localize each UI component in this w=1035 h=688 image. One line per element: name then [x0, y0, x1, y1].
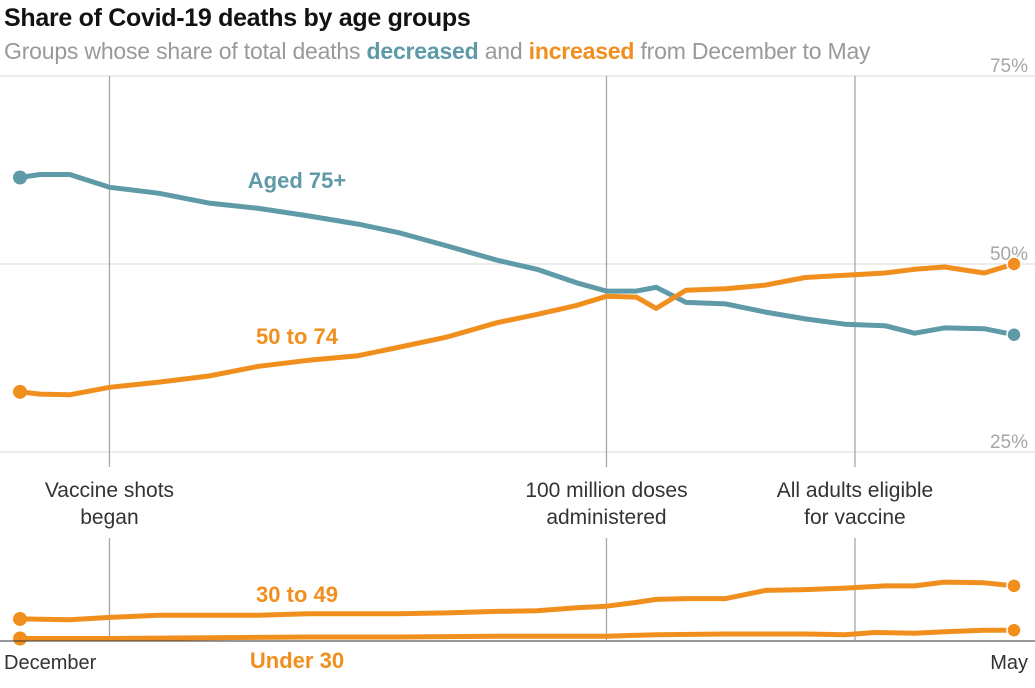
y-tick-label-25: 25%: [990, 432, 1028, 453]
series-end-dot-2: [1006, 578, 1022, 594]
annotation-label-2-0: All adults eligible: [777, 479, 933, 502]
series-start-dot-2: [13, 611, 27, 626]
annotation-label-1-0: 100 million doses: [525, 479, 687, 502]
subtitle-suffix: from December to May: [634, 38, 871, 64]
series-end-dot-1: [1006, 256, 1022, 272]
x-tick-label-0: December: [4, 652, 97, 674]
y-tick-label-75: 75%: [990, 56, 1028, 77]
series-end-dot-3: [1006, 622, 1022, 638]
annotation-label-2-1: for vaccine: [804, 506, 906, 529]
series-start-dot-0: [13, 170, 27, 185]
series-label-1: 50 to 74: [256, 324, 339, 349]
chart-subtitle: Groups whose share of total deaths decre…: [4, 38, 871, 65]
subtitle-decreased: decreased: [366, 38, 479, 64]
subtitle-increased: increased: [528, 38, 635, 64]
x-tick-label-1: May: [990, 652, 1028, 674]
annotation-label-0-1: began: [80, 506, 138, 529]
series-start-dot-1: [13, 384, 27, 399]
series-label-3: Under 30: [250, 648, 344, 673]
series-start-dot-3: [13, 631, 27, 646]
annotation-label-1-1: administered: [546, 506, 666, 529]
series-label-2: 30 to 49: [256, 582, 338, 607]
chart-title: Share of Covid-19 deaths by age groups: [4, 4, 471, 32]
annotation-label-0-0: Vaccine shots: [45, 479, 174, 502]
subtitle-middle: and: [478, 38, 529, 64]
series-line-2: [17, 579, 1017, 623]
series-line-0: [17, 172, 1017, 338]
series-label-0: Aged 75+: [248, 168, 346, 193]
series-line-1: [17, 261, 1017, 398]
series-end-dot-0: [1006, 326, 1022, 343]
series-line-3: [17, 627, 1017, 641]
subtitle-prefix: Groups whose share of total deaths: [4, 38, 367, 64]
